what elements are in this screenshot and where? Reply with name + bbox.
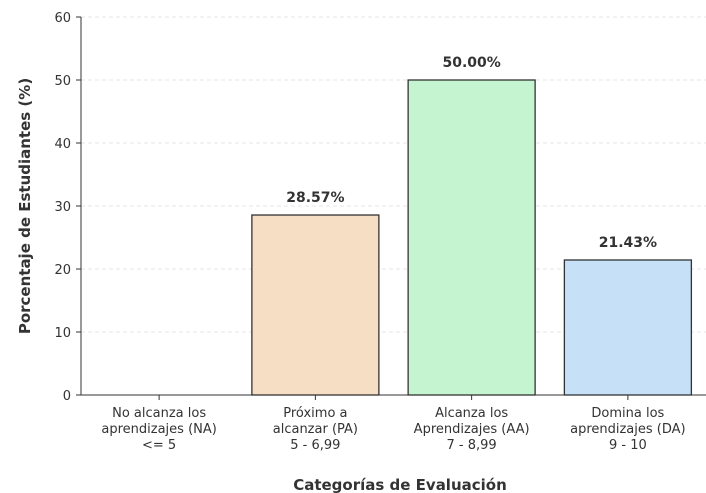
data-label: 28.57% (286, 190, 344, 206)
x-tick-label: aprendizajes (DA) (570, 422, 686, 437)
y-tick-label: 60 (54, 11, 71, 26)
x-tick-label: No alcanza los (112, 406, 206, 421)
x-tick-label: 7 - 8,99 (447, 438, 497, 453)
bar (251, 214, 380, 396)
y-tick-label: 20 (54, 263, 71, 278)
y-axis-title: Porcentaje de Estudiantes (%) (16, 78, 34, 334)
y-tick-label: 0 (63, 389, 71, 404)
data-label: 21.43% (599, 235, 657, 251)
y-tick-label: 10 (54, 326, 71, 341)
x-tick-label: aprendizajes (NA) (101, 422, 216, 437)
y-tick-label: 30 (54, 200, 71, 215)
data-label: 50.00% (442, 55, 500, 71)
bar (407, 79, 536, 396)
x-axis-title: Categorías de Evaluación (293, 476, 507, 493)
x-tick-label: 5 - 6,99 (290, 438, 340, 453)
x-tick-label: Domina los (591, 406, 664, 421)
bar (563, 259, 693, 396)
y-tick-label: 40 (54, 137, 71, 152)
y-tick-label: 50 (54, 74, 71, 89)
x-tick-label: Próximo a (283, 406, 347, 421)
x-tick-label: Alcanza los (435, 406, 508, 421)
x-tick-label: alcanzar (PA) (273, 422, 358, 437)
x-tick-label: <= 5 (142, 438, 176, 453)
x-tick-label: Aprendizajes (AA) (414, 422, 530, 437)
x-tick-label: 9 - 10 (609, 438, 647, 453)
